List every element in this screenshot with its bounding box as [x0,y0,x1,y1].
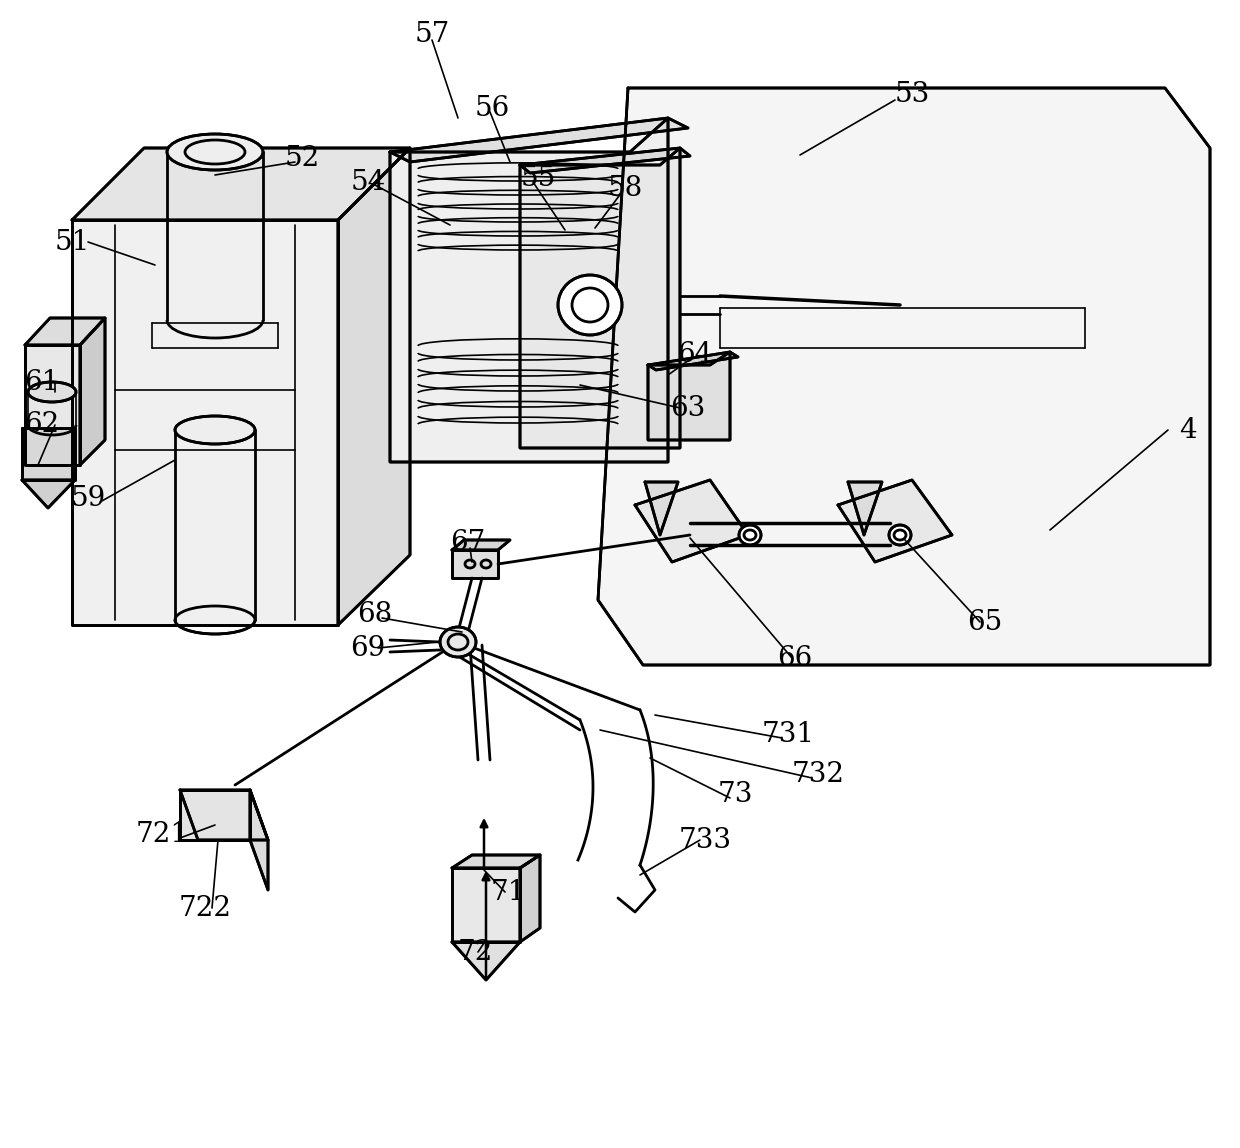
Text: 54: 54 [351,169,386,195]
Text: 67: 67 [450,528,486,556]
Ellipse shape [739,525,761,545]
Text: 51: 51 [55,228,89,256]
Text: 721: 721 [135,822,188,848]
Text: 62: 62 [25,411,60,439]
Text: 56: 56 [475,94,510,122]
Polygon shape [25,318,105,346]
Ellipse shape [558,276,622,335]
Text: 68: 68 [357,602,393,628]
Polygon shape [453,540,510,550]
Polygon shape [72,220,339,625]
Text: 64: 64 [677,341,713,369]
Ellipse shape [29,382,76,402]
Polygon shape [391,118,688,162]
Polygon shape [838,480,952,563]
Polygon shape [22,480,74,509]
Text: 71: 71 [490,878,526,906]
Text: 73: 73 [717,782,753,808]
Ellipse shape [175,416,255,444]
Polygon shape [453,550,498,577]
Text: 732: 732 [791,761,844,789]
Text: 733: 733 [678,827,732,853]
Ellipse shape [440,627,476,657]
Text: 731: 731 [761,721,815,748]
Text: 53: 53 [894,82,930,109]
Polygon shape [453,868,520,943]
Text: 722: 722 [179,894,232,922]
Text: 65: 65 [967,608,1003,636]
Text: 57: 57 [414,22,450,48]
Polygon shape [180,790,268,840]
Polygon shape [649,352,738,370]
Text: 69: 69 [351,635,386,661]
Polygon shape [453,943,520,980]
Polygon shape [645,482,678,535]
Polygon shape [25,346,81,465]
Polygon shape [72,148,410,220]
Text: 61: 61 [25,369,60,396]
Ellipse shape [167,134,263,170]
Polygon shape [453,855,539,868]
Text: 58: 58 [608,174,642,202]
Polygon shape [520,148,680,448]
Text: 55: 55 [521,164,556,192]
Polygon shape [250,790,268,890]
Text: 59: 59 [71,484,105,512]
Polygon shape [598,88,1210,665]
Polygon shape [635,480,748,563]
Polygon shape [180,790,250,840]
Text: 72: 72 [458,939,492,965]
Polygon shape [81,318,105,465]
Polygon shape [22,428,74,480]
Text: 4: 4 [1179,417,1197,443]
Text: 66: 66 [777,644,812,672]
Polygon shape [339,148,410,625]
Polygon shape [520,855,539,943]
Text: 63: 63 [671,395,706,421]
Text: 52: 52 [284,145,320,171]
Ellipse shape [889,525,911,545]
Polygon shape [649,352,730,440]
Polygon shape [848,482,882,535]
Polygon shape [391,118,668,461]
Polygon shape [520,148,689,173]
